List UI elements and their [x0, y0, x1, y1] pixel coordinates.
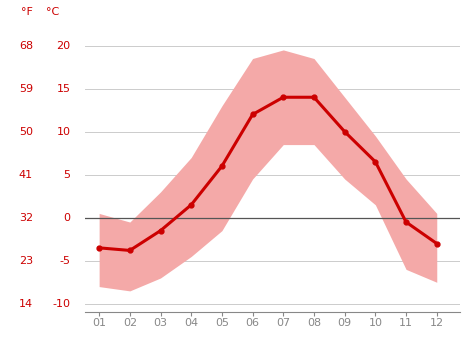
Text: 41: 41 — [19, 170, 33, 180]
Text: -5: -5 — [59, 256, 70, 266]
Text: 14: 14 — [19, 299, 33, 309]
Text: °C: °C — [46, 7, 59, 17]
Text: 32: 32 — [19, 213, 33, 223]
Text: 50: 50 — [19, 127, 33, 137]
Text: 5: 5 — [64, 170, 70, 180]
Text: 15: 15 — [56, 84, 70, 94]
Text: 0: 0 — [64, 213, 70, 223]
Text: °F: °F — [21, 7, 33, 17]
Text: 20: 20 — [56, 40, 70, 51]
Text: 10: 10 — [56, 127, 70, 137]
Text: 68: 68 — [19, 40, 33, 51]
Text: -10: -10 — [52, 299, 70, 309]
Text: 23: 23 — [19, 256, 33, 266]
Text: 59: 59 — [19, 84, 33, 94]
